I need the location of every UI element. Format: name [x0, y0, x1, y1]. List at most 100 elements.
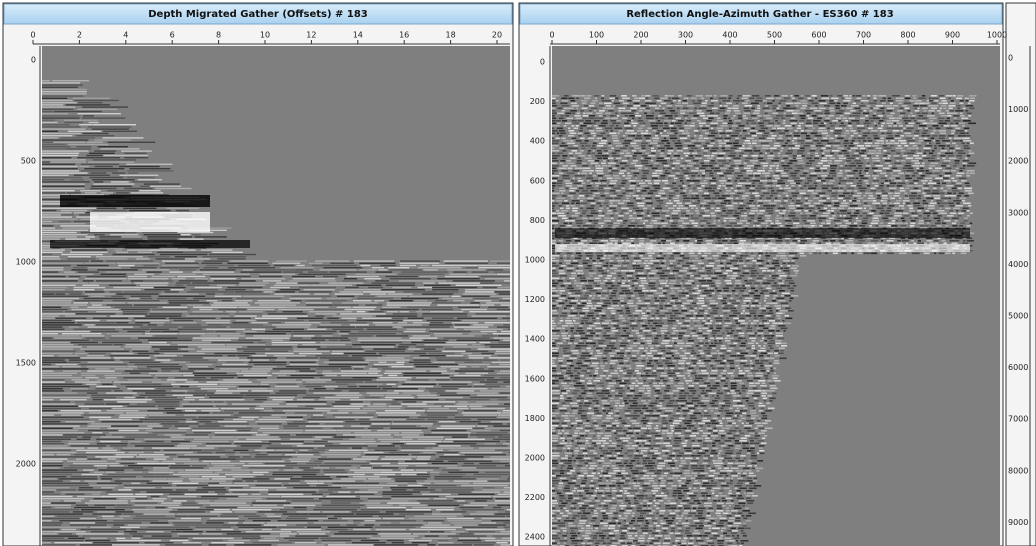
trace: [784, 170, 789, 172]
trace: [633, 158, 636, 160]
trace: [61, 210, 88, 211]
trace: [916, 123, 920, 125]
trace: [941, 198, 949, 200]
trace: [641, 160, 648, 162]
trace: [582, 170, 589, 172]
trace: [93, 399, 103, 400]
trace: [284, 538, 319, 539]
trace: [353, 529, 370, 530]
trace: [654, 183, 660, 185]
trace: [909, 208, 913, 210]
trace: [810, 223, 816, 225]
trace: [42, 538, 64, 539]
trace: [375, 527, 416, 528]
trace: [297, 445, 325, 446]
trace: [807, 120, 811, 122]
trace: [404, 326, 450, 327]
trace: [882, 118, 886, 120]
trace: [297, 399, 314, 400]
trace: [552, 225, 554, 227]
trace: [629, 180, 636, 182]
trace: [954, 185, 962, 187]
trace: [947, 118, 950, 120]
trace: [672, 188, 678, 190]
trace: [365, 520, 375, 521]
trace: [627, 203, 633, 205]
trace: [833, 145, 839, 147]
trace: [918, 128, 922, 130]
trace: [829, 108, 834, 110]
trace: [134, 505, 179, 506]
trace: [673, 100, 676, 102]
trace: [78, 406, 122, 407]
trace: [206, 265, 234, 266]
trace: [445, 276, 479, 277]
trace: [153, 432, 187, 433]
trace: [631, 220, 634, 222]
trace: [480, 538, 496, 539]
trace: [839, 110, 844, 112]
trace: [660, 153, 663, 155]
trace: [796, 183, 800, 185]
trace: [632, 150, 636, 152]
trace: [487, 366, 523, 367]
trace: [946, 128, 952, 130]
trace: [152, 480, 182, 481]
trace: [872, 220, 879, 222]
trace: [818, 130, 824, 132]
trace: [911, 160, 919, 162]
trace: [90, 296, 104, 297]
trace: [341, 370, 381, 371]
trace: [814, 203, 821, 205]
trace: [304, 289, 335, 290]
trace: [723, 218, 729, 220]
trace: [756, 98, 763, 100]
trace: [960, 100, 964, 102]
trace: [243, 375, 271, 376]
trace: [857, 185, 862, 187]
trace: [597, 173, 604, 175]
trace: [915, 158, 922, 160]
trace: [718, 160, 726, 162]
trace: [633, 173, 639, 175]
trace: [461, 485, 508, 486]
trace: [743, 155, 748, 157]
trace: [424, 434, 468, 435]
trace: [702, 195, 705, 197]
trace: [777, 183, 785, 185]
trace: [95, 522, 141, 523]
trace: [681, 213, 686, 215]
trace: [895, 138, 902, 140]
trace: [622, 118, 627, 120]
trace: [437, 278, 479, 279]
trace: [251, 322, 267, 323]
trace: [568, 128, 570, 130]
trace: [552, 100, 555, 102]
trace: [240, 461, 285, 462]
trace: [333, 304, 358, 305]
trace: [559, 148, 564, 150]
trace: [635, 115, 641, 117]
trace: [821, 223, 825, 225]
trace: [846, 108, 852, 110]
trace: [696, 145, 700, 147]
trace: [955, 123, 958, 125]
trace: [942, 140, 950, 142]
trace: [888, 100, 894, 102]
trace: [889, 195, 891, 197]
trace: [106, 304, 131, 305]
trace: [42, 441, 61, 442]
trace: [422, 494, 451, 495]
trace: [609, 168, 612, 170]
trace: [802, 218, 808, 220]
trace: [381, 472, 427, 473]
trace: [583, 225, 589, 227]
trace: [840, 165, 843, 167]
trace: [726, 103, 732, 105]
trace: [749, 180, 752, 182]
trace: [388, 293, 413, 294]
trace: [620, 153, 624, 155]
trace: [732, 203, 737, 205]
trace: [253, 505, 277, 506]
trace: [954, 118, 957, 120]
